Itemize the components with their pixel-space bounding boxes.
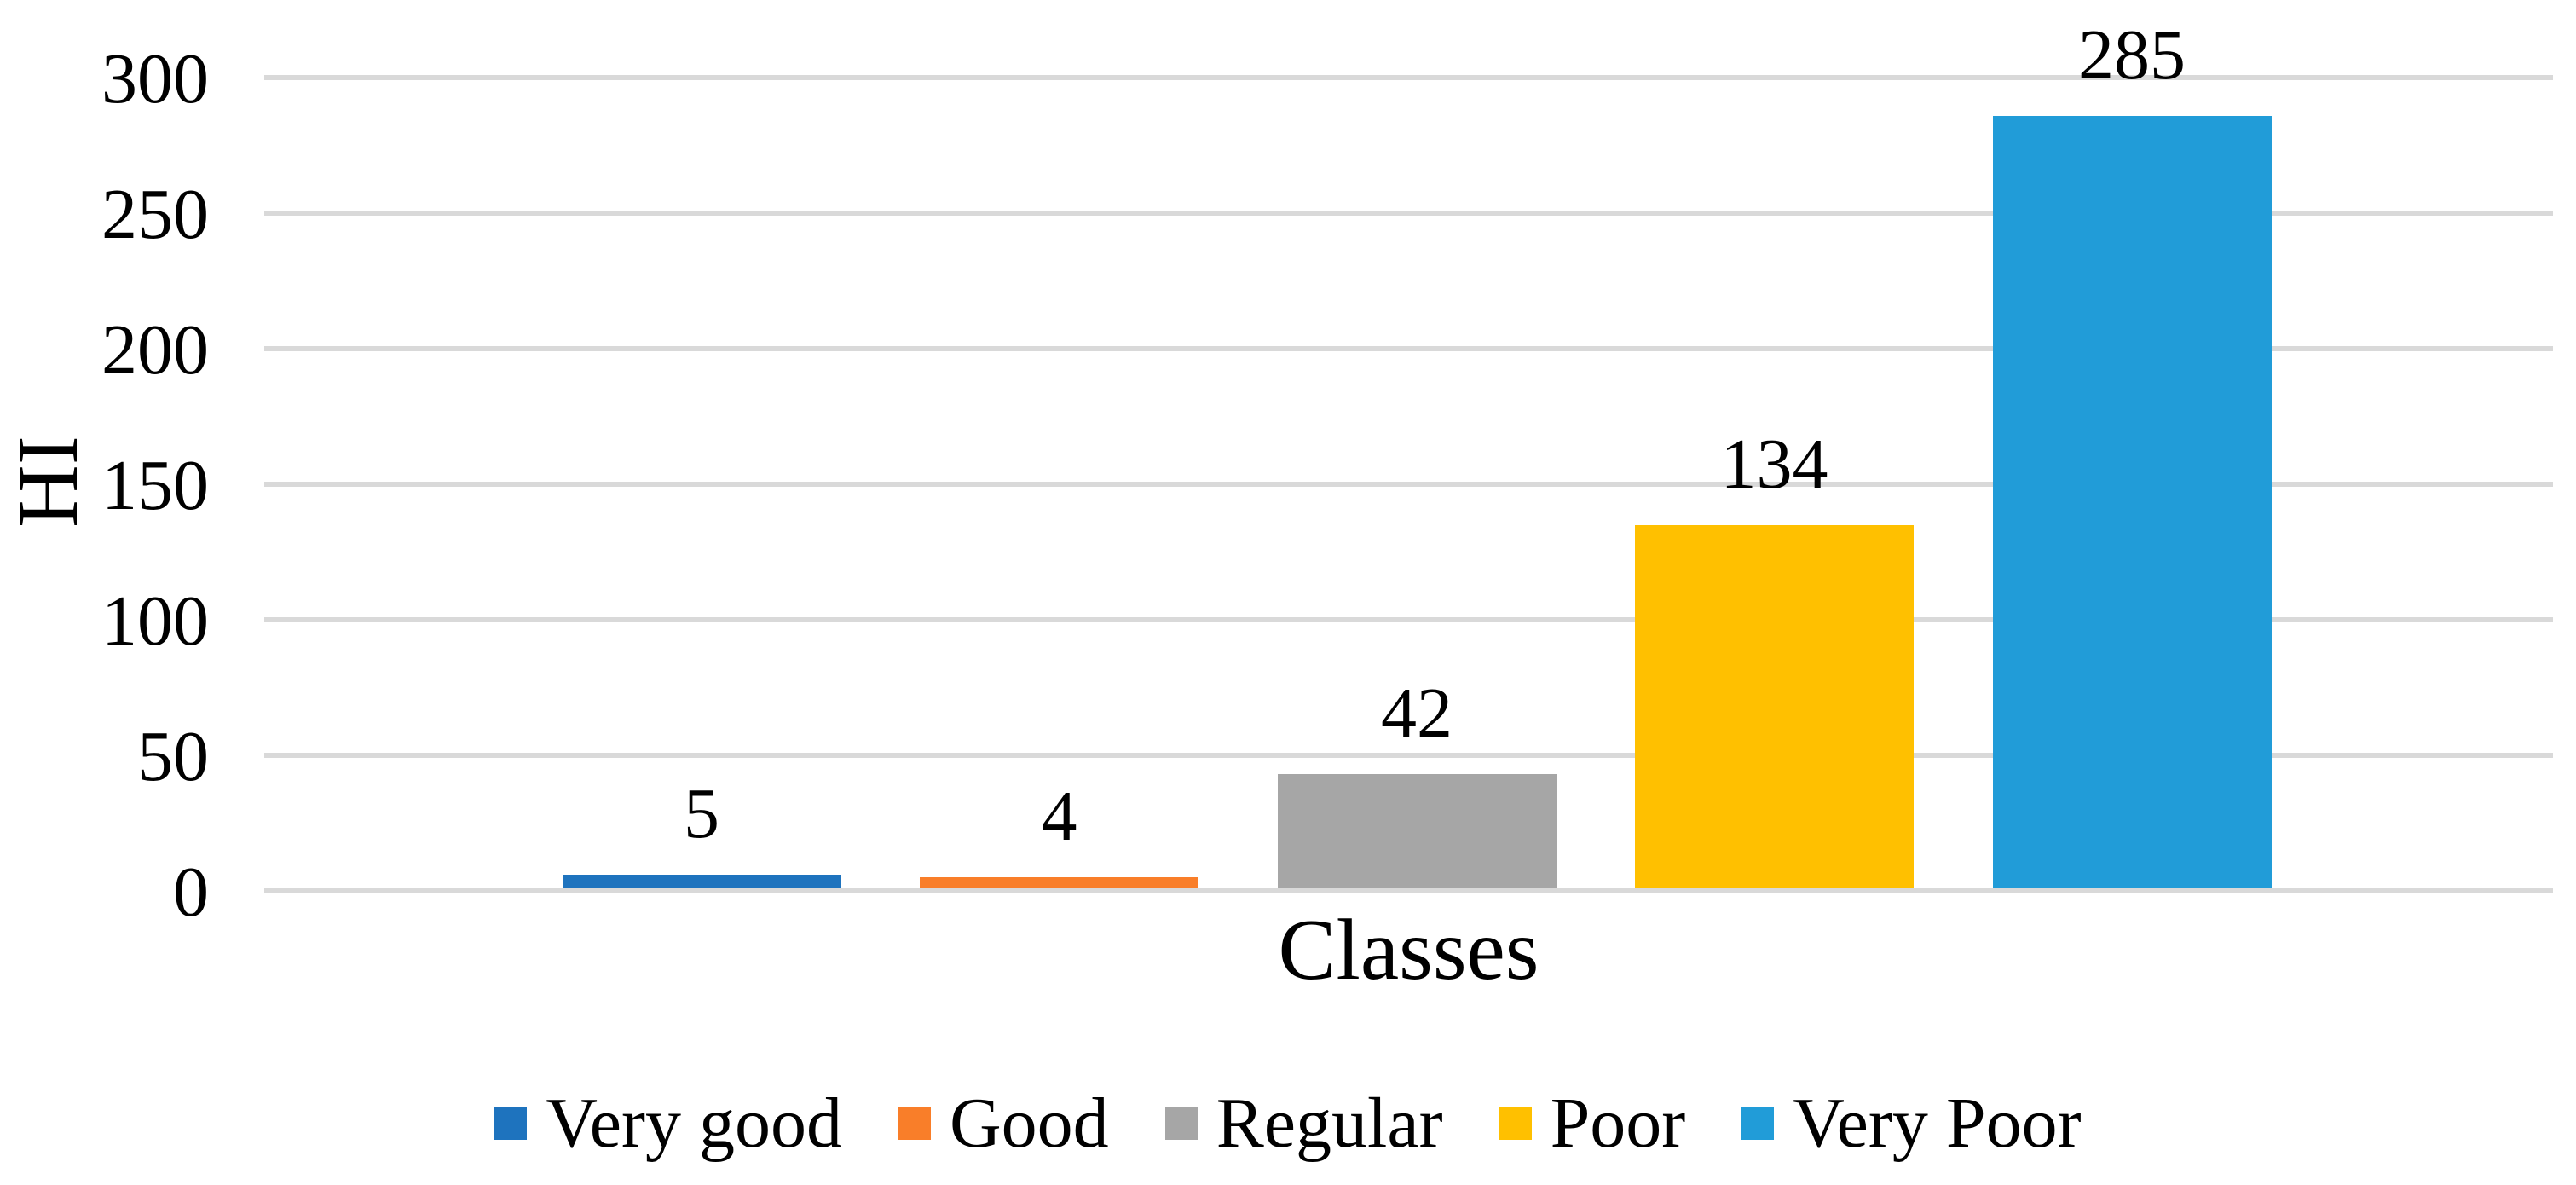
legend-item-good: Good <box>898 1084 1109 1163</box>
bar-poor <box>1635 524 1914 888</box>
gridline-100 <box>264 617 2553 622</box>
bar-very-good <box>562 875 841 888</box>
legend-item-very-good: Very good <box>494 1084 842 1163</box>
bar-value-label-very-good: 5 <box>684 774 719 854</box>
y-axis-title: HI <box>0 436 96 528</box>
bar-regular <box>1277 774 1557 888</box>
gridline-200 <box>264 346 2553 351</box>
bar-very-poor <box>1992 115 2272 888</box>
legend-swatch-regular <box>1164 1107 1198 1140</box>
legend-swatch-good <box>898 1107 932 1140</box>
legend-swatch-poor <box>1499 1107 1532 1140</box>
y-tick-label-100: 100 <box>101 581 209 661</box>
legend-item-poor: Poor <box>1499 1084 1686 1163</box>
gridline-0 <box>264 888 2553 893</box>
legend-item-very-poor: Very Poor <box>1741 1084 2082 1163</box>
legend-item-regular: Regular <box>1164 1084 1443 1163</box>
y-tick-label-250: 250 <box>101 175 209 254</box>
legend-label-poor: Poor <box>1550 1084 1686 1163</box>
gridline-250 <box>264 211 2553 216</box>
bar-value-label-good: 4 <box>1041 777 1077 857</box>
legend-swatch-very-good <box>494 1107 528 1140</box>
gridline-150 <box>264 482 2553 487</box>
bar-value-label-regular: 42 <box>1381 673 1453 754</box>
bar-value-label-poor: 134 <box>1720 424 1828 504</box>
gridline-50 <box>264 753 2553 758</box>
legend-label-very-poor: Very Poor <box>1793 1084 2082 1163</box>
legend-label-very-good: Very good <box>546 1084 843 1163</box>
y-tick-label-150: 150 <box>101 446 209 525</box>
y-tick-label-300: 300 <box>101 39 209 118</box>
chart-legend: Very good Good Regular Poor Very Poor <box>0 1084 2576 1163</box>
y-tick-label-50: 50 <box>137 717 209 796</box>
legend-swatch-very-poor <box>1741 1107 1775 1140</box>
legend-label-good: Good <box>950 1084 1109 1163</box>
y-tick-label-200: 200 <box>101 310 209 390</box>
legend-label-regular: Regular <box>1216 1084 1443 1163</box>
gridline-300 <box>264 75 2553 80</box>
y-tick-label-0: 0 <box>173 853 209 932</box>
bar-good <box>920 877 1198 888</box>
bar-value-label-very-poor: 285 <box>2078 14 2186 95</box>
x-axis-title: Classes <box>1278 902 1539 998</box>
